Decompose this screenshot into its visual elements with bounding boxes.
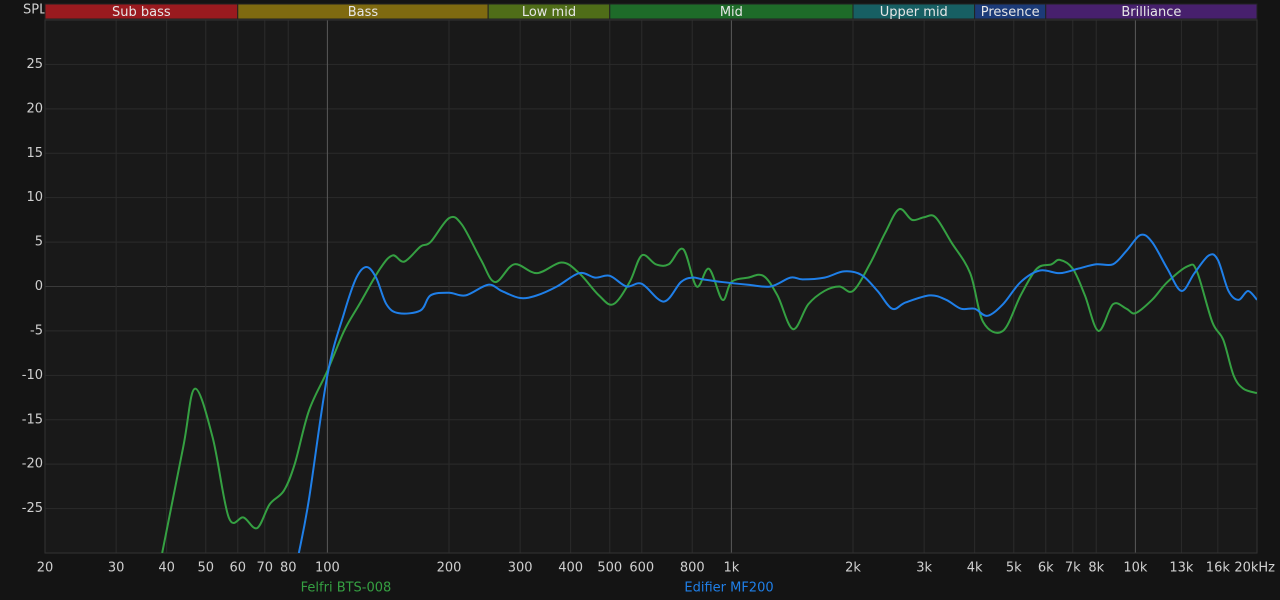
x-tick-label: 60	[229, 561, 246, 576]
y-axis-label: SPL	[23, 3, 47, 18]
x-tick-label: 600	[629, 561, 654, 576]
x-tick-label: 400	[558, 561, 583, 576]
band-label: Presence	[981, 5, 1040, 20]
band-label: Mid	[720, 5, 743, 20]
series-line	[297, 233, 1257, 553]
series-line	[161, 207, 1257, 553]
y-tick-label: 5	[35, 235, 43, 250]
band-label: Low mid	[522, 5, 576, 20]
y-tick-label: 10	[26, 190, 43, 205]
band	[1045, 3, 1258, 20]
y-tick-label: -15	[22, 412, 43, 427]
band-label: Sub bass	[112, 5, 171, 20]
legend-entry: Felfri BTS-008	[301, 581, 392, 596]
y-tick-label: -10	[22, 368, 43, 383]
band-label: Upper mid	[880, 5, 948, 20]
x-tick-label: 5k	[1006, 561, 1022, 576]
x-tick-label: 1k	[723, 561, 739, 576]
y-tick-label: 25	[26, 57, 43, 72]
band-label: Bass	[348, 5, 379, 20]
x-tick-label: 800	[680, 561, 705, 576]
x-tick-label: 200	[437, 561, 462, 576]
y-tick-label: -25	[22, 501, 43, 516]
x-tick-label: 3k	[916, 561, 932, 576]
legend-entry: Edifier MF200	[684, 581, 773, 596]
x-tick-label: 500	[597, 561, 622, 576]
x-tick-label: 40	[158, 561, 175, 576]
x-tick-label: 2k	[845, 561, 861, 576]
x-tick-label: 80	[280, 561, 297, 576]
x-tick-label: 4k	[967, 561, 983, 576]
y-tick-label: -5	[30, 323, 43, 338]
x-tick-label: 10k	[1123, 561, 1148, 576]
x-tick-label: 30	[108, 561, 125, 576]
x-tick-label: 16k	[1206, 561, 1231, 576]
x-tick-label: 50	[197, 561, 214, 576]
x-tick-label: 13k	[1169, 561, 1194, 576]
y-tick-label: -20	[22, 457, 43, 472]
y-tick-label: 15	[26, 146, 43, 161]
x-tick-label: 20	[37, 561, 54, 576]
x-tick-label: 7k	[1065, 561, 1081, 576]
y-tick-label: 20	[26, 101, 43, 116]
x-tick-label: 100	[315, 561, 340, 576]
plot-border	[44, 19, 1258, 554]
x-tick-label: 8k	[1088, 561, 1104, 576]
y-tick-label: 0	[35, 279, 43, 294]
x-tick-label: 300	[508, 561, 533, 576]
x-tick-label: 6k	[1038, 561, 1054, 576]
x-tick-label: 70	[257, 561, 274, 576]
band-label: Brilliance	[1121, 5, 1181, 20]
x-tick-label: 20kHz	[1234, 561, 1275, 576]
